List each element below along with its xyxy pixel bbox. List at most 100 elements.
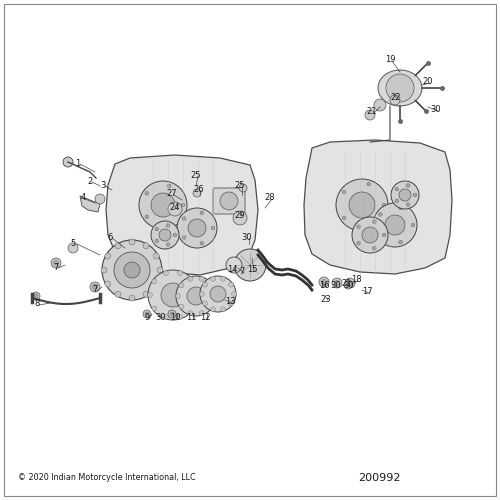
Circle shape xyxy=(390,95,400,105)
Text: 18: 18 xyxy=(350,276,362,284)
Circle shape xyxy=(143,310,151,318)
Text: 8: 8 xyxy=(34,300,40,308)
Text: 5: 5 xyxy=(70,238,76,248)
Circle shape xyxy=(367,224,370,228)
Text: 7: 7 xyxy=(240,268,244,276)
Circle shape xyxy=(187,287,205,305)
Text: 30: 30 xyxy=(242,232,252,241)
Circle shape xyxy=(170,312,174,316)
Circle shape xyxy=(161,283,185,307)
Circle shape xyxy=(54,260,59,266)
Circle shape xyxy=(181,203,185,207)
Text: 7: 7 xyxy=(92,286,98,294)
Circle shape xyxy=(129,239,135,245)
Circle shape xyxy=(101,267,107,273)
Text: 1: 1 xyxy=(76,158,80,168)
Circle shape xyxy=(145,215,148,218)
Circle shape xyxy=(166,224,170,228)
Circle shape xyxy=(200,292,204,296)
Circle shape xyxy=(173,233,177,237)
Circle shape xyxy=(164,270,168,276)
Circle shape xyxy=(332,278,342,288)
Circle shape xyxy=(365,110,375,120)
Text: 26: 26 xyxy=(194,186,204,194)
Circle shape xyxy=(210,306,216,312)
Circle shape xyxy=(179,304,184,309)
Circle shape xyxy=(208,304,213,309)
Circle shape xyxy=(166,242,170,246)
Circle shape xyxy=(210,286,226,302)
Circle shape xyxy=(406,184,410,188)
Circle shape xyxy=(378,212,382,216)
PathPatch shape xyxy=(304,140,452,274)
Circle shape xyxy=(68,243,78,253)
Ellipse shape xyxy=(378,70,422,106)
Circle shape xyxy=(399,240,402,244)
Circle shape xyxy=(357,225,360,228)
Text: 10: 10 xyxy=(170,314,180,322)
Circle shape xyxy=(188,310,193,316)
Circle shape xyxy=(382,203,386,207)
Circle shape xyxy=(386,74,414,102)
Circle shape xyxy=(233,211,247,225)
Text: 28: 28 xyxy=(264,194,276,202)
Circle shape xyxy=(159,229,171,241)
Circle shape xyxy=(200,242,203,245)
Text: 16: 16 xyxy=(318,282,330,290)
Circle shape xyxy=(362,227,378,243)
Circle shape xyxy=(391,181,419,209)
Circle shape xyxy=(211,226,215,230)
Circle shape xyxy=(319,277,329,287)
Circle shape xyxy=(143,243,149,249)
Circle shape xyxy=(413,193,417,197)
Circle shape xyxy=(194,292,198,298)
Text: 30: 30 xyxy=(330,282,342,290)
Circle shape xyxy=(151,221,179,249)
Circle shape xyxy=(200,211,203,214)
Circle shape xyxy=(193,189,201,197)
Text: 4: 4 xyxy=(80,194,86,202)
Text: 21: 21 xyxy=(367,108,378,116)
Circle shape xyxy=(382,233,386,237)
Circle shape xyxy=(220,276,226,281)
Circle shape xyxy=(352,217,388,253)
Circle shape xyxy=(385,215,405,235)
Text: 19: 19 xyxy=(385,56,395,64)
Circle shape xyxy=(399,206,402,210)
Circle shape xyxy=(124,262,140,278)
Circle shape xyxy=(178,314,182,320)
Circle shape xyxy=(143,291,149,297)
Circle shape xyxy=(179,283,184,288)
Polygon shape xyxy=(80,196,100,212)
Circle shape xyxy=(157,267,163,273)
Circle shape xyxy=(153,281,159,287)
Circle shape xyxy=(145,312,149,316)
Circle shape xyxy=(164,314,168,320)
Text: 21: 21 xyxy=(342,278,352,287)
Text: 9: 9 xyxy=(144,314,150,322)
Circle shape xyxy=(152,279,157,284)
Circle shape xyxy=(168,184,171,188)
Circle shape xyxy=(129,295,135,301)
Text: 17: 17 xyxy=(362,288,372,296)
Circle shape xyxy=(220,192,238,210)
Circle shape xyxy=(372,220,376,224)
Circle shape xyxy=(349,192,375,218)
Circle shape xyxy=(202,282,207,287)
Circle shape xyxy=(188,276,193,281)
Circle shape xyxy=(373,203,417,247)
Circle shape xyxy=(342,190,346,194)
Circle shape xyxy=(95,194,105,204)
Circle shape xyxy=(92,284,98,290)
Text: 200992: 200992 xyxy=(358,473,401,483)
Circle shape xyxy=(168,310,176,318)
Circle shape xyxy=(34,294,38,298)
Circle shape xyxy=(90,282,100,292)
Circle shape xyxy=(176,294,180,298)
Circle shape xyxy=(148,270,198,320)
Text: 15: 15 xyxy=(247,266,257,274)
Text: 30: 30 xyxy=(156,314,166,322)
Circle shape xyxy=(372,246,376,250)
Text: 3: 3 xyxy=(100,180,105,190)
Circle shape xyxy=(208,283,213,288)
